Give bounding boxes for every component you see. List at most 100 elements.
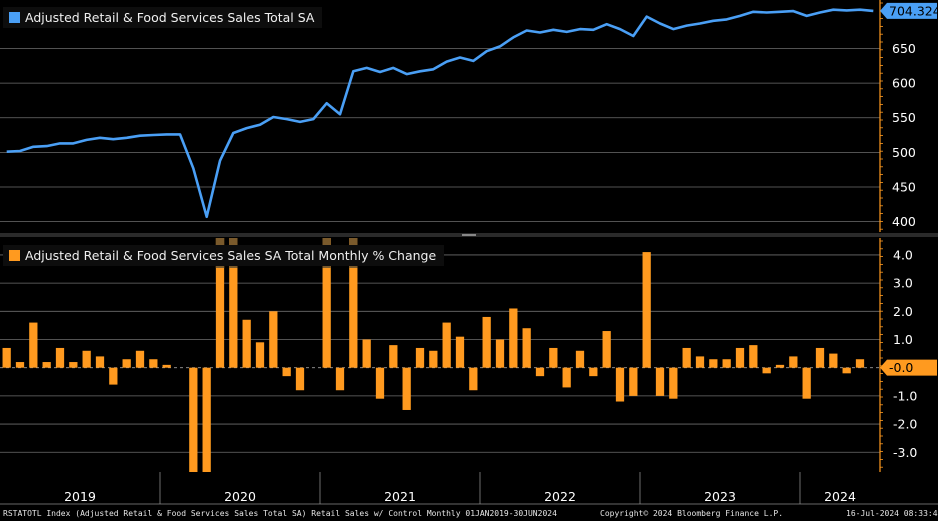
legend-swatch-bar xyxy=(9,250,20,261)
bar-43 xyxy=(575,350,585,368)
bar-27 xyxy=(362,339,371,368)
bar-36 xyxy=(482,316,491,368)
bar-20 xyxy=(269,311,278,368)
bar-53 xyxy=(709,359,718,368)
bar-47 xyxy=(629,367,638,396)
last-value-tag-bottom-bg xyxy=(880,359,937,376)
ytick-label-bottom-3: 1.0 xyxy=(893,332,913,347)
ytick-label-top-2: 500 xyxy=(892,145,916,160)
footer-timestamp: 16-Jul-2024 08:33:47 xyxy=(846,509,938,518)
axis-labels: 400 450 500 550 600 650 4.0 3.0 2.0 1.0 -1.0 -2.0 -3… xyxy=(64,2,938,504)
bar-57 xyxy=(762,367,771,374)
bar-0 xyxy=(2,347,11,368)
bar-11 xyxy=(149,359,158,368)
bar-31 xyxy=(415,347,425,368)
bar-37 xyxy=(495,339,505,368)
bar-16 xyxy=(215,238,225,368)
bar-45 xyxy=(602,331,611,368)
bar-25 xyxy=(335,367,345,391)
bar-58 xyxy=(775,364,785,368)
last-value-tag-bottom-text: -0.0 xyxy=(889,360,913,375)
bar-2 xyxy=(29,322,38,368)
bar-35 xyxy=(469,367,478,391)
xtick-year-2: 2021 xyxy=(384,489,416,504)
axes xyxy=(0,0,938,505)
legend-top-panel: Adjusted Retail & Food Services Sales To… xyxy=(3,7,323,28)
bar-59 xyxy=(789,356,798,368)
ytick-label-top-5: 650 xyxy=(892,41,916,56)
bar-22 xyxy=(295,367,305,391)
bar-14 xyxy=(189,367,198,472)
bar-9 xyxy=(122,359,131,368)
xtick-year-0: 2019 xyxy=(64,489,96,504)
footer-source: RSTATOTL Index (Adjusted Retail & Food S… xyxy=(3,509,557,518)
bar-55 xyxy=(735,347,745,368)
bar-7 xyxy=(95,356,105,368)
bar-42 xyxy=(562,367,571,388)
ytick-label-bottom-6: -3.0 xyxy=(893,445,917,460)
xtick-year-4: 2023 xyxy=(704,489,736,504)
panel-separator-grip xyxy=(462,234,476,236)
bar-34 xyxy=(455,336,465,368)
bar-3 xyxy=(42,362,51,368)
legend-label-line: Adjusted Retail & Food Services Sales To… xyxy=(25,10,315,25)
bar-61 xyxy=(815,347,825,368)
bar-17 xyxy=(229,238,238,368)
ytick-label-bottom-0: 4.0 xyxy=(893,247,913,262)
last-value-tag-top: 704.324 xyxy=(880,2,938,19)
bar-41 xyxy=(549,347,558,368)
bar-12 xyxy=(162,364,171,368)
ytick-label-bottom-2: 2.0 xyxy=(893,304,913,319)
bar-62 xyxy=(829,353,838,368)
bar-46 xyxy=(615,367,625,402)
footer-copyright: Copyright© 2024 Bloomberg Finance L.P. xyxy=(600,509,784,518)
bar-33 xyxy=(442,322,451,368)
bar-50 xyxy=(669,367,678,399)
bar-10 xyxy=(135,350,145,368)
bar-18 xyxy=(242,319,251,368)
line-path xyxy=(6,8,874,219)
legend-swatch-line xyxy=(9,12,20,23)
bar-19 xyxy=(255,342,265,368)
bar-64 xyxy=(855,359,865,368)
bar-series xyxy=(2,238,865,472)
bar-44 xyxy=(589,367,598,377)
bar-29 xyxy=(389,345,398,368)
bar-63 xyxy=(842,367,851,374)
xtick-year-1: 2020 xyxy=(224,489,256,504)
bar-54 xyxy=(722,359,731,368)
ytick-label-bottom-5: -2.0 xyxy=(893,417,917,432)
bar-60 xyxy=(802,367,811,399)
bar-49 xyxy=(655,367,665,396)
bar-51 xyxy=(682,347,691,368)
ytick-label-top-1: 450 xyxy=(892,179,916,194)
bar-56 xyxy=(749,345,758,368)
last-value-tag-top-text: 704.324 xyxy=(889,3,938,18)
bar-38 xyxy=(509,308,518,368)
bar-24 xyxy=(322,238,331,368)
gridlines xyxy=(0,48,880,453)
last-value-tag-bottom: -0.0 xyxy=(880,359,937,376)
ytick-label-bottom-1: 3.0 xyxy=(893,276,913,291)
bar-15 xyxy=(202,367,211,472)
bar-21 xyxy=(282,367,291,377)
bar-28 xyxy=(375,367,385,399)
bar-39 xyxy=(522,328,531,368)
last-value-tag-top-bg xyxy=(880,2,937,19)
bar-48 xyxy=(642,252,651,368)
legend-bottom-panel: Adjusted Retail & Food Services Sales SA… xyxy=(3,245,445,266)
bar-32 xyxy=(429,350,438,368)
bar-40 xyxy=(535,367,545,377)
bar-1 xyxy=(15,362,25,368)
bar-26 xyxy=(349,238,358,368)
ytick-label-top-4: 600 xyxy=(892,76,916,91)
ytick-label-top-0: 400 xyxy=(892,214,916,229)
line-series xyxy=(6,8,874,219)
bar-5 xyxy=(69,362,78,368)
bar-4 xyxy=(55,347,65,368)
xtick-year-5: 2024 xyxy=(824,489,856,504)
ytick-label-top-3: 550 xyxy=(892,110,916,125)
xtick-year-3: 2022 xyxy=(544,489,576,504)
bar-30 xyxy=(402,367,411,410)
